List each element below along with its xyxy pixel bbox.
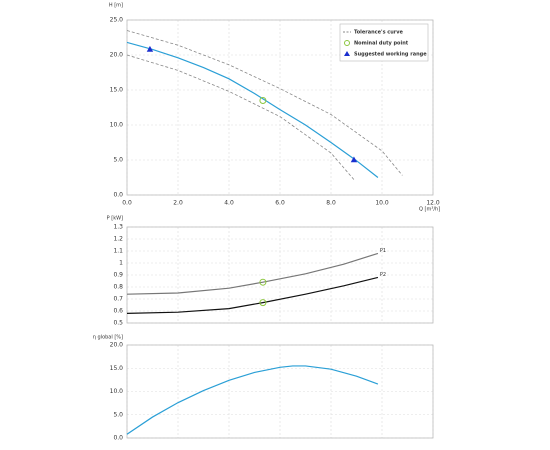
plot-frame [126,19,434,196]
x-tick-label: 8.0 [326,200,336,207]
y-tick-label: 0.9 [113,272,123,279]
legend-label: Nominal duty point [354,41,409,47]
y-tick-label: 5.0 [113,157,123,164]
x-tick-label: 6.0 [275,200,285,207]
y-tick-label: 1.1 [113,248,123,255]
x-tick-label: 2.0 [173,200,183,207]
x-tick-label: 10.0 [375,200,389,207]
y-tick-label: 1.2 [113,236,123,243]
curve [126,252,379,295]
y-tick-label: 0.0 [113,192,123,199]
duty-point [259,278,267,286]
curve [126,54,355,180]
x-tick-label: 12.0 [426,200,440,207]
y-tick-label: 5.0 [113,411,123,418]
y-tick-label: 0.6 [113,308,123,315]
curve [126,276,379,314]
curve [126,365,379,435]
plot-frame [126,226,434,324]
range-marker [350,156,358,163]
y-tick-label: 0.5 [113,320,123,327]
y-tick-label: 0.8 [113,284,123,291]
legend-box [339,23,429,62]
y-axis-label: H [m] [109,3,123,9]
y-tick-label: 20.0 [110,52,124,59]
x-tick-label: 4.0 [224,200,234,207]
legend-label: Tolerance's curve [354,30,404,36]
duty-point [259,299,267,307]
y-tick-label: 20.0 [110,342,124,349]
y-axis-label: η global [%] [93,335,123,341]
plot-frame [126,344,434,439]
y-tick-label: 10.0 [110,122,124,129]
legend-label: Suggested working range [354,52,427,58]
curve [126,41,379,178]
y-tick-label: 1.3 [113,224,123,231]
series-label: P2 [380,272,386,278]
y-tick-label: 0.7 [113,296,123,303]
series-label: P1 [380,248,386,254]
y-tick-label: 1 [119,260,123,267]
y-tick-label: 25.0 [110,17,124,24]
y-tick-label: 10.0 [110,388,124,395]
y-tick-label: 15.0 [110,87,124,94]
x-tick-label: 0.0 [122,200,132,207]
y-tick-label: 15.0 [110,365,124,372]
duty-point [259,97,267,104]
legend-swatch [344,51,350,56]
range-marker [146,45,154,52]
legend-swatch [344,40,350,46]
y-axis-label: P [kW] [107,216,123,222]
y-tick-label: 0.0 [113,435,123,442]
x-axis-label: Q [m³/h] [419,207,440,213]
